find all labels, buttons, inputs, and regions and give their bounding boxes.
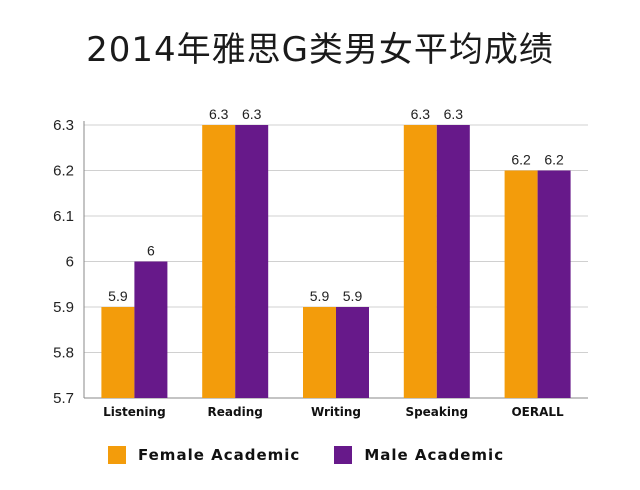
legend-swatch-female (108, 446, 126, 464)
data-label: 6.2 (544, 152, 564, 168)
data-label: 6 (147, 243, 155, 259)
bar-female-speaking (403, 125, 437, 398)
y-tick-label: 6.2 (53, 163, 74, 180)
y-tick-label: 5.8 (53, 345, 74, 362)
y-tick-label: 6 (66, 254, 74, 271)
data-label: 5.9 (108, 288, 128, 304)
x-tick-label: Listening (103, 405, 166, 419)
bar-female-reading (202, 125, 236, 398)
bar-female-writing (303, 307, 336, 398)
legend-item-male: Male Academic (334, 446, 504, 464)
data-label: 6.2 (511, 152, 531, 168)
data-label: 6.3 (444, 106, 464, 122)
y-tick-label: 6.1 (53, 208, 74, 225)
x-tick-label: Speaking (405, 405, 468, 419)
legend: Female Academic Male Academic (108, 444, 538, 466)
legend-label-female: Female Academic (138, 446, 301, 464)
legend-label-male: Male Academic (364, 446, 505, 464)
bar-male-reading (235, 125, 269, 398)
data-label: 6.3 (242, 106, 262, 122)
x-tick-label: Writing (311, 405, 361, 419)
y-tick-label: 6.3 (53, 117, 74, 134)
data-label: 5.9 (310, 288, 330, 304)
y-tick-label: 5.9 (53, 299, 74, 316)
data-label: 6.3 (209, 106, 229, 122)
data-label: 6.3 (411, 106, 431, 122)
y-tick-label: 5.7 (53, 390, 74, 407)
x-tick-label: OERALL (511, 405, 564, 419)
legend-item-female: Female Academic (108, 446, 300, 464)
bar-male-speaking (436, 125, 470, 398)
bar-male-oerall (537, 170, 571, 398)
x-tick-label: Reading (208, 405, 263, 419)
bar-male-listening (134, 261, 168, 398)
chart-title: 2014年雅思G类男女平均成绩 (86, 30, 554, 70)
legend-swatch-male (334, 446, 353, 464)
data-label: 5.9 (343, 288, 363, 304)
bar-male-writing (336, 307, 369, 398)
bar-female-listening (101, 307, 135, 398)
bar-female-oerall (504, 170, 538, 398)
